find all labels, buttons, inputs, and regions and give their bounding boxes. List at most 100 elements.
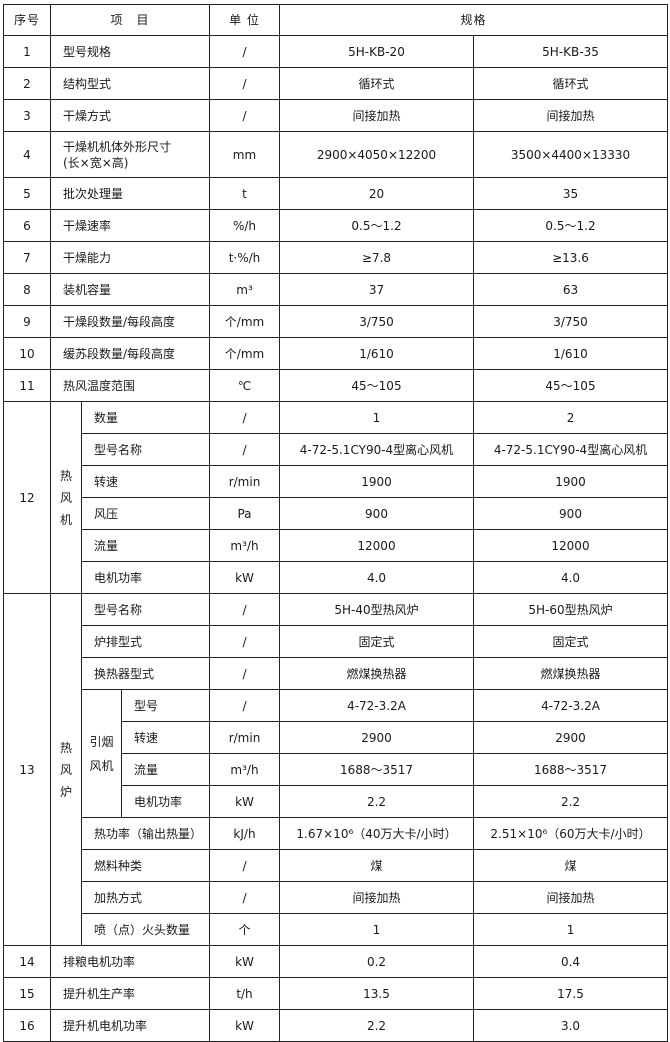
item-label: 干燥能力 <box>50 241 210 274</box>
unit-value: m³ <box>209 273 280 306</box>
table-row: 2 结构型式 / 循环式 循环式 <box>3 67 669 100</box>
spec-value-1: ≥7.8 <box>279 241 474 274</box>
spec-value-2: 0.5～1.2 <box>472 209 669 242</box>
spec-value-1: 0.5～1.2 <box>279 209 474 242</box>
item-label: 炉排型式 <box>81 625 210 658</box>
item-label: 缓苏段数量/每段高度 <box>50 337 210 370</box>
unit-value: 个 <box>209 913 280 946</box>
row-no: 12 <box>3 401 51 594</box>
spec-value-1: 0.2 <box>279 945 474 978</box>
spec-value-1: 900 <box>279 497 474 530</box>
unit-value: Pa <box>209 497 280 530</box>
spec-value-1: 1.67×10⁶（40万大卡/小时） <box>279 817 474 850</box>
spec-value-2: 5H-KB-35 <box>472 35 669 68</box>
item-label: 提升机电机功率 <box>50 1009 210 1042</box>
spec-value-1: 1 <box>279 401 474 434</box>
table-row: 热功率（输出热量） kJ/h 1.67×10⁶（40万大卡/小时） 2.51×1… <box>4 817 669 850</box>
table-row: 加热方式 / 间接加热 间接加热 <box>4 881 669 914</box>
table-row: 1 型号规格 / 5H-KB-20 5H-KB-35 <box>3 35 669 68</box>
table-row: 11 热风温度范围 ℃ 45～105 45～105 <box>3 369 669 402</box>
row-no: 3 <box>3 99 51 132</box>
spec-value-1: 循环式 <box>279 67 474 100</box>
item-label: 装机容量 <box>50 273 210 306</box>
spec-value-1: 4.0 <box>279 561 474 594</box>
unit-value: %/h <box>209 209 280 242</box>
table-row: 炉排型式 / 固定式 固定式 <box>4 625 669 658</box>
unit-value: mm <box>209 131 280 178</box>
spec-table: 序号 项 目 单 位 规格 1 型号规格 / 5H-KB-20 5H-KB-35… <box>3 4 669 1042</box>
item-label: 型号规格 <box>50 35 210 68</box>
unit-value: / <box>209 881 280 914</box>
item-label: 型号名称 <box>81 433 210 466</box>
item-label: 提升机生产率 <box>50 977 210 1010</box>
row-no: 14 <box>3 945 51 978</box>
spec-value-1: 13.5 <box>279 977 474 1010</box>
spec-value-1: 4-72-5.1CY90-4型离心风机 <box>279 433 474 466</box>
item-label: 燃料种类 <box>81 849 210 882</box>
unit-value: m³/h <box>209 753 280 786</box>
spec-value-2: 17.5 <box>472 977 669 1010</box>
item-label: 转速 <box>81 465 210 498</box>
row-no: 7 <box>3 241 51 274</box>
item-label: 排粮电机功率 <box>50 945 210 978</box>
spec-value-2: 5H-60型热风炉 <box>472 593 669 626</box>
table-row: 流量 m³/h 12000 12000 <box>4 529 669 562</box>
item-label: 流量 <box>121 753 210 786</box>
table-row: 流量 m³/h 1688～3517 1688～3517 <box>4 753 669 786</box>
spec-value-2: 循环式 <box>472 67 669 100</box>
row-no: 1 <box>3 35 51 68</box>
table-row: 9 干燥段数量/每段高度 个/mm 3/750 3/750 <box>3 305 669 338</box>
spec-value-1: 间接加热 <box>279 99 474 132</box>
row-no: 5 <box>3 177 51 210</box>
row-no: 16 <box>3 1009 51 1042</box>
spec-value-2: 900 <box>472 497 669 530</box>
spec-value-1: 1/610 <box>279 337 474 370</box>
item-label: 干燥机机体外形尺寸 (长×宽×高) <box>50 131 210 178</box>
row-no: 9 <box>3 305 51 338</box>
row-no: 6 <box>3 209 51 242</box>
item-label: 喷（点）火头数量 <box>81 913 210 946</box>
unit-value: kW <box>209 1009 280 1042</box>
spec-value-2: ≥13.6 <box>472 241 669 274</box>
spec-value-1: 2.2 <box>279 785 474 818</box>
unit-value: / <box>209 625 280 658</box>
spec-value-1: 5H-40型热风炉 <box>279 593 474 626</box>
item-label: 热风温度范围 <box>50 369 210 402</box>
item-label: 型号 <box>121 689 210 722</box>
table-header-row: 序号 项 目 单 位 规格 <box>3 4 669 36</box>
spec-value-2: 4.0 <box>472 561 669 594</box>
row-no: 8 <box>3 273 51 306</box>
spec-value-1: 间接加热 <box>279 881 474 914</box>
col-header-item: 项 目 <box>50 4 210 36</box>
spec-value-1: 2.2 <box>279 1009 474 1042</box>
spec-value-1: 燃煤换热器 <box>279 657 474 690</box>
col-header-unit: 单 位 <box>209 4 280 36</box>
unit-value: t·%/h <box>209 241 280 274</box>
item-label: 干燥速率 <box>50 209 210 242</box>
item-label: 风压 <box>81 497 210 530</box>
spec-value-2: 0.4 <box>472 945 669 978</box>
unit-value: / <box>209 35 280 68</box>
table-row: 16 提升机电机功率 kW 2.2 3.0 <box>3 1009 669 1042</box>
spec-value-2: 2 <box>472 401 669 434</box>
unit-value: t/h <box>209 977 280 1010</box>
table-row: 风压 Pa 900 900 <box>4 497 669 530</box>
spec-value-1: 2900×4050×12200 <box>279 131 474 178</box>
spec-value-2: 2.2 <box>472 785 669 818</box>
item-label: 电机功率 <box>121 785 210 818</box>
item-label: 换热器型式 <box>81 657 210 690</box>
unit-value: / <box>209 99 280 132</box>
spec-value-2: 2900 <box>472 721 669 754</box>
spec-value-2: 1/610 <box>472 337 669 370</box>
row-no: 2 <box>3 67 51 100</box>
unit-value: / <box>209 67 280 100</box>
spec-value-2: 煤 <box>472 849 669 882</box>
group-label-hot-air-furnace: 热风炉 <box>50 593 82 946</box>
table-row: 7 干燥能力 t·%/h ≥7.8 ≥13.6 <box>3 241 669 274</box>
item-label: 流量 <box>81 529 210 562</box>
unit-value: / <box>209 593 280 626</box>
unit-value: / <box>209 401 280 434</box>
unit-value: / <box>209 849 280 882</box>
spec-value-1: 固定式 <box>279 625 474 658</box>
spec-value-1: 12000 <box>279 529 474 562</box>
